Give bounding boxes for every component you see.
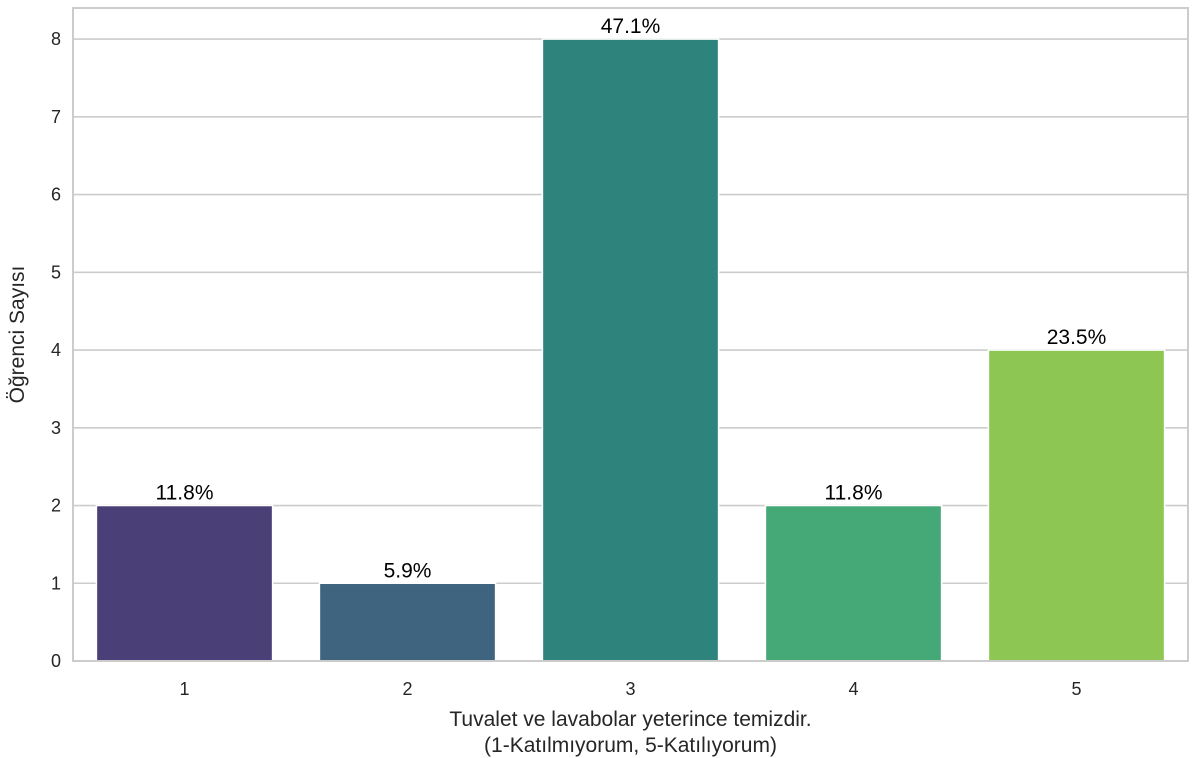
- y-tick-label: 7: [51, 107, 61, 127]
- y-tick-label: 0: [51, 651, 61, 671]
- bar-4: [764, 504, 943, 662]
- data-label-3: 47.1%: [601, 15, 661, 38]
- plot-frame: [72, 7, 1189, 662]
- y-tick-label: 5: [51, 262, 61, 282]
- data-label-4: 11.8%: [825, 482, 883, 505]
- y-tick-label: 4: [51, 340, 61, 360]
- x-tick-labels: 1 2 3 4 5: [179, 679, 1081, 699]
- bars: [95, 38, 1166, 662]
- x-tick-label-4: 4: [848, 679, 858, 699]
- bar-5: [987, 349, 1166, 662]
- x-tick-label-2: 2: [402, 679, 412, 699]
- y-tick-label: 6: [51, 185, 61, 205]
- x-axis-label-line1: Tuvalet ve lavabolar yeterince temizdir.: [449, 708, 811, 731]
- data-labels: 11.8% 5.9% 47.1% 11.8% 23.5%: [156, 15, 1107, 582]
- x-tick-label-3: 3: [625, 679, 635, 699]
- data-label-1: 11.8%: [156, 482, 214, 505]
- y-tick-label: 1: [51, 573, 61, 593]
- y-tick-labels: 0 1 2 3 4 5 6 7 8: [51, 29, 61, 671]
- x-tick-label-5: 5: [1071, 679, 1081, 699]
- bar-2: [318, 582, 497, 662]
- x-axis-label-line2: (1-Katılmıyorum, 5-Katılıyorum): [484, 734, 777, 757]
- data-label-5: 23.5%: [1047, 326, 1107, 349]
- y-tick-label: 2: [51, 496, 61, 516]
- x-tick-label-1: 1: [179, 679, 189, 699]
- bar-1: [95, 504, 274, 662]
- y-axis-label: Öğrenci Sayısı: [6, 266, 29, 404]
- bar-3: [541, 38, 720, 662]
- y-tick-label: 8: [51, 29, 61, 49]
- y-tick-label: 3: [51, 418, 61, 438]
- data-label-2: 5.9%: [384, 559, 432, 582]
